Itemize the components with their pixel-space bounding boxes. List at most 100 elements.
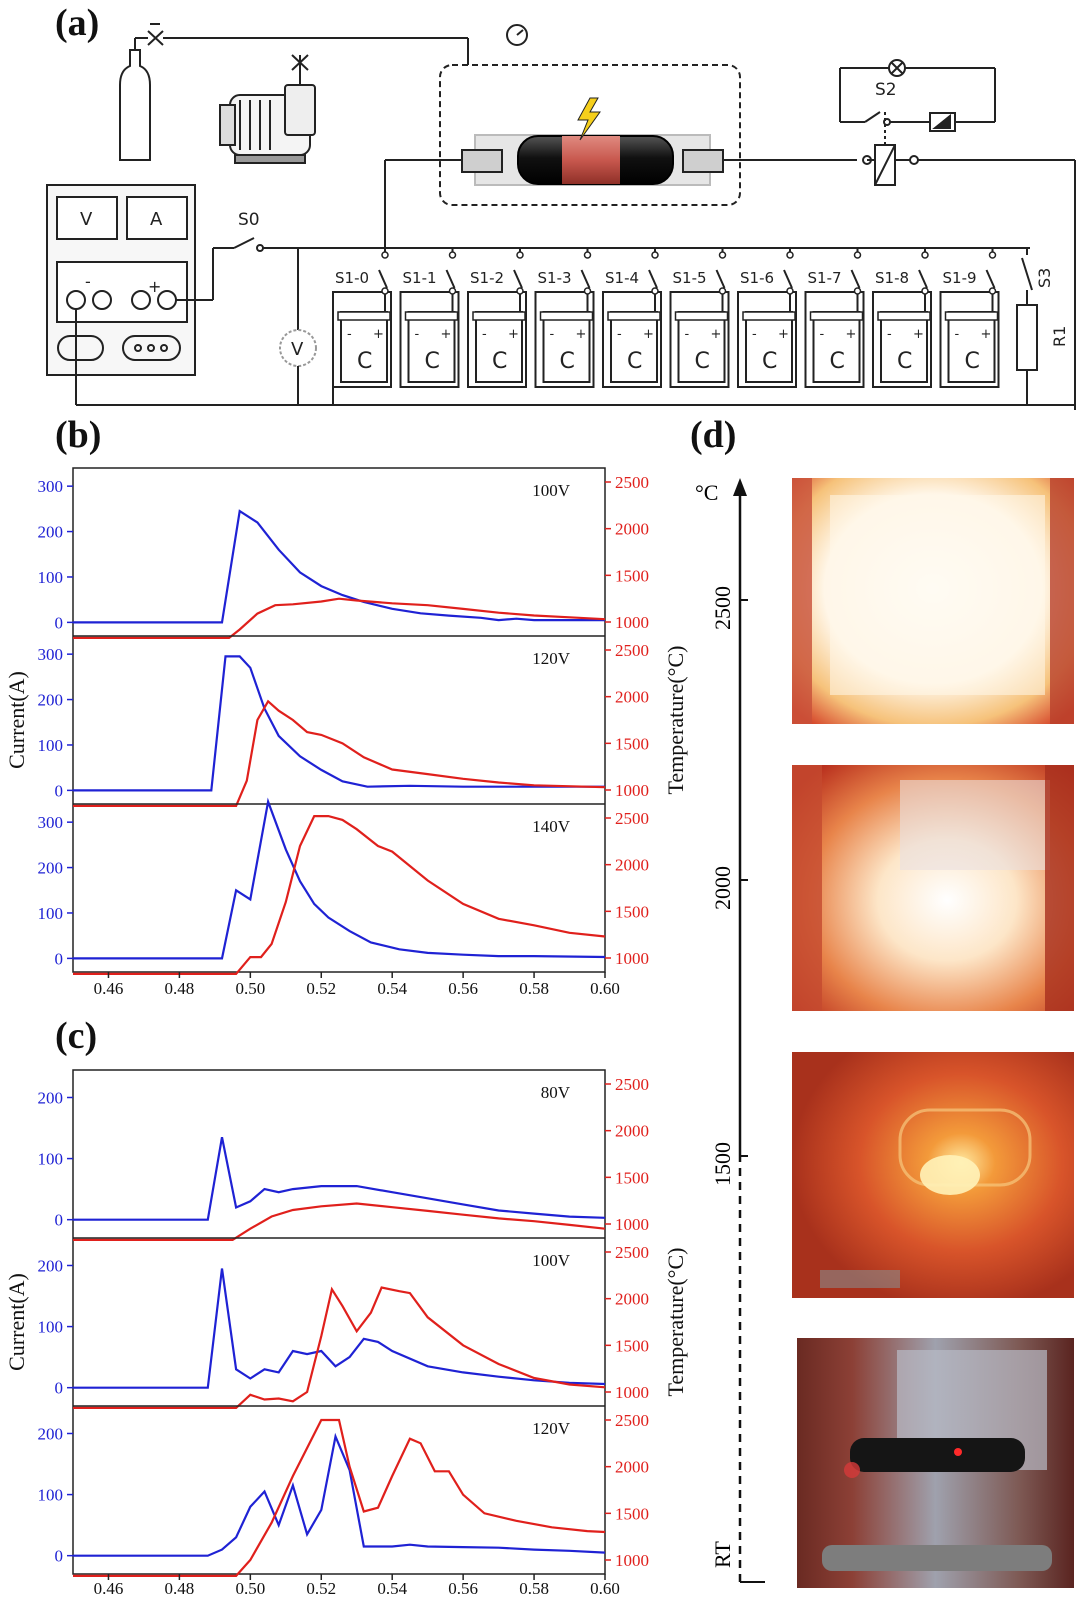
- temperature-scale-axis: °C 2500 2000 1500 RT: [695, 478, 765, 1583]
- x-tick-label: 0.60: [590, 979, 620, 998]
- y-tick-label: 100: [38, 736, 64, 755]
- capacitor-pos-label: +: [508, 327, 519, 342]
- y2-tick-label: 2500: [615, 1411, 649, 1430]
- panel-label-b: (b): [55, 414, 101, 456]
- supply-neg-label: -: [85, 272, 91, 291]
- y-axis-title: Current(A): [4, 671, 29, 769]
- valve-icon: [147, 23, 164, 46]
- battery-icon: [929, 112, 956, 132]
- switch-s2-label: S2: [875, 80, 897, 100]
- switch-label: S1-0: [335, 269, 369, 287]
- capacitor-pos-label: +: [373, 327, 384, 342]
- y2-tick-label: 2500: [615, 1243, 649, 1262]
- y-tick-label: 100: [38, 1150, 64, 1169]
- y2-tick-label: 2000: [615, 1122, 649, 1141]
- x-tick-label: 0.52: [306, 1579, 336, 1598]
- y2-tick-label: 1000: [615, 1215, 649, 1234]
- temperature-series-line: [73, 1418, 606, 1578]
- y2-tick-label: 2000: [615, 856, 649, 875]
- switch-s0-label: S0: [238, 210, 260, 230]
- y2-tick-label: 1000: [615, 781, 649, 800]
- capacitor-switch: [715, 269, 726, 289]
- x-tick-label: 0.52: [306, 979, 336, 998]
- capacitor-pos-label: +: [711, 327, 722, 342]
- axis-tick-1500: 1500: [710, 1142, 735, 1186]
- capacitor-switch: [850, 269, 861, 289]
- y2-tick-label: 1000: [615, 613, 649, 632]
- x-tick-label: 0.58: [519, 1579, 549, 1598]
- capacitor-unit: C- + S1-3: [534, 248, 595, 388]
- current-series-line: [73, 509, 605, 624]
- x-tick-label: 0.56: [448, 1579, 478, 1598]
- lamp-icon: [888, 59, 906, 77]
- y-tick-label: 300: [38, 477, 64, 496]
- capacitor-switch: [783, 269, 793, 289]
- y-tick-label: 300: [38, 813, 64, 832]
- subplot-120V: 0 100 200 1000 1500 2000 2500 120V: [38, 1405, 649, 1578]
- x-tick-label: 0.58: [519, 979, 549, 998]
- y2-tick-label: 1000: [615, 949, 649, 968]
- switch-label: S1-4: [605, 269, 639, 287]
- capacitor-unit: C- + S1-0: [332, 248, 392, 388]
- x-tick-label: 0.46: [94, 979, 124, 998]
- capacitor-switch: [445, 269, 456, 289]
- x-tick-label: 0.56: [448, 979, 478, 998]
- temperature-series-line: [73, 1286, 606, 1410]
- capacitor-neg-label: -: [685, 327, 690, 342]
- x-tick-label: 0.54: [377, 1579, 407, 1598]
- capacitor-pos-label: +: [576, 327, 587, 342]
- capacitor-pos-label: +: [981, 327, 992, 342]
- voltage-label: 100V: [532, 481, 571, 500]
- voltage-label: 120V: [532, 1419, 571, 1438]
- capacitor-pos-label: +: [913, 327, 924, 342]
- x-tick-label: 0.54: [377, 979, 407, 998]
- photo-2500c: [792, 478, 1074, 724]
- capacitor-body: [677, 311, 726, 383]
- capacitor-neg-label: -: [955, 327, 960, 342]
- capacitor-label: C: [492, 349, 507, 374]
- capacitor-unit: C- + S1-1: [399, 248, 460, 388]
- temperature-series-line: [73, 699, 606, 808]
- axis-unit-label: °C: [695, 480, 718, 505]
- capacitor-unit: C- + S1-6: [737, 248, 797, 388]
- y2-tick-label: 1500: [615, 566, 649, 585]
- temperature-series-line: [73, 1202, 606, 1242]
- y2-tick-label: 2000: [615, 520, 649, 539]
- x-tick-label: 0.50: [235, 1579, 265, 1598]
- axis-label-rt: RT: [710, 1541, 735, 1568]
- supply-pos-label: +: [148, 277, 161, 296]
- axis-tick-2000: 2000: [710, 866, 735, 910]
- y-tick-label: 300: [38, 645, 64, 664]
- capacitor-neg-label: -: [617, 327, 622, 342]
- axis-arrow-icon: [733, 478, 747, 496]
- current-series-line: [73, 1268, 606, 1389]
- capacitor-neg-label: -: [820, 327, 825, 342]
- current-series-line: [73, 1432, 606, 1557]
- y2-tick-label: 1000: [615, 1551, 649, 1570]
- y-tick-label: 200: [38, 691, 64, 710]
- y-tick-label: 0: [55, 949, 64, 968]
- y-tick-label: 100: [38, 568, 64, 587]
- circuit-schematic: [46, 23, 1076, 410]
- capacitor-neg-label: -: [887, 327, 892, 342]
- pressure-gauge-icon: [506, 24, 528, 46]
- resistor-r1-label: R1: [1050, 326, 1069, 347]
- capacitor-body: [812, 311, 861, 383]
- capacitor-bank: C- +S1-0C- +S1-1C- +S1-2C- +S1-3C- +S1-4C- +S1…: [332, 248, 1000, 388]
- y-tick-label: 200: [38, 1256, 64, 1275]
- y2-tick-label: 1500: [615, 1504, 649, 1523]
- y2-tick-label: 2500: [615, 641, 649, 660]
- switch-label: S1-8: [875, 269, 909, 287]
- y-tick-label: 200: [38, 859, 64, 878]
- subplot-120V: 0 100 200 300 1000 1500 2000 2500 120V: [38, 635, 649, 808]
- y2-tick-label: 2500: [615, 473, 649, 492]
- y2-axis-title: Temperature(°C): [663, 1248, 688, 1397]
- chart-b: 01002003001000150020002500100V0100200300…: [4, 467, 688, 998]
- y-tick-label: 0: [55, 1547, 64, 1566]
- capacitor-neg-label: -: [482, 327, 487, 342]
- y-tick-label: 200: [38, 1088, 64, 1107]
- axis-tick-2500: 2500: [710, 586, 735, 630]
- y2-tick-label: 2500: [615, 1075, 649, 1094]
- capacitor-pos-label: +: [778, 327, 789, 342]
- capacitor-unit: C- + S1-5: [669, 248, 730, 388]
